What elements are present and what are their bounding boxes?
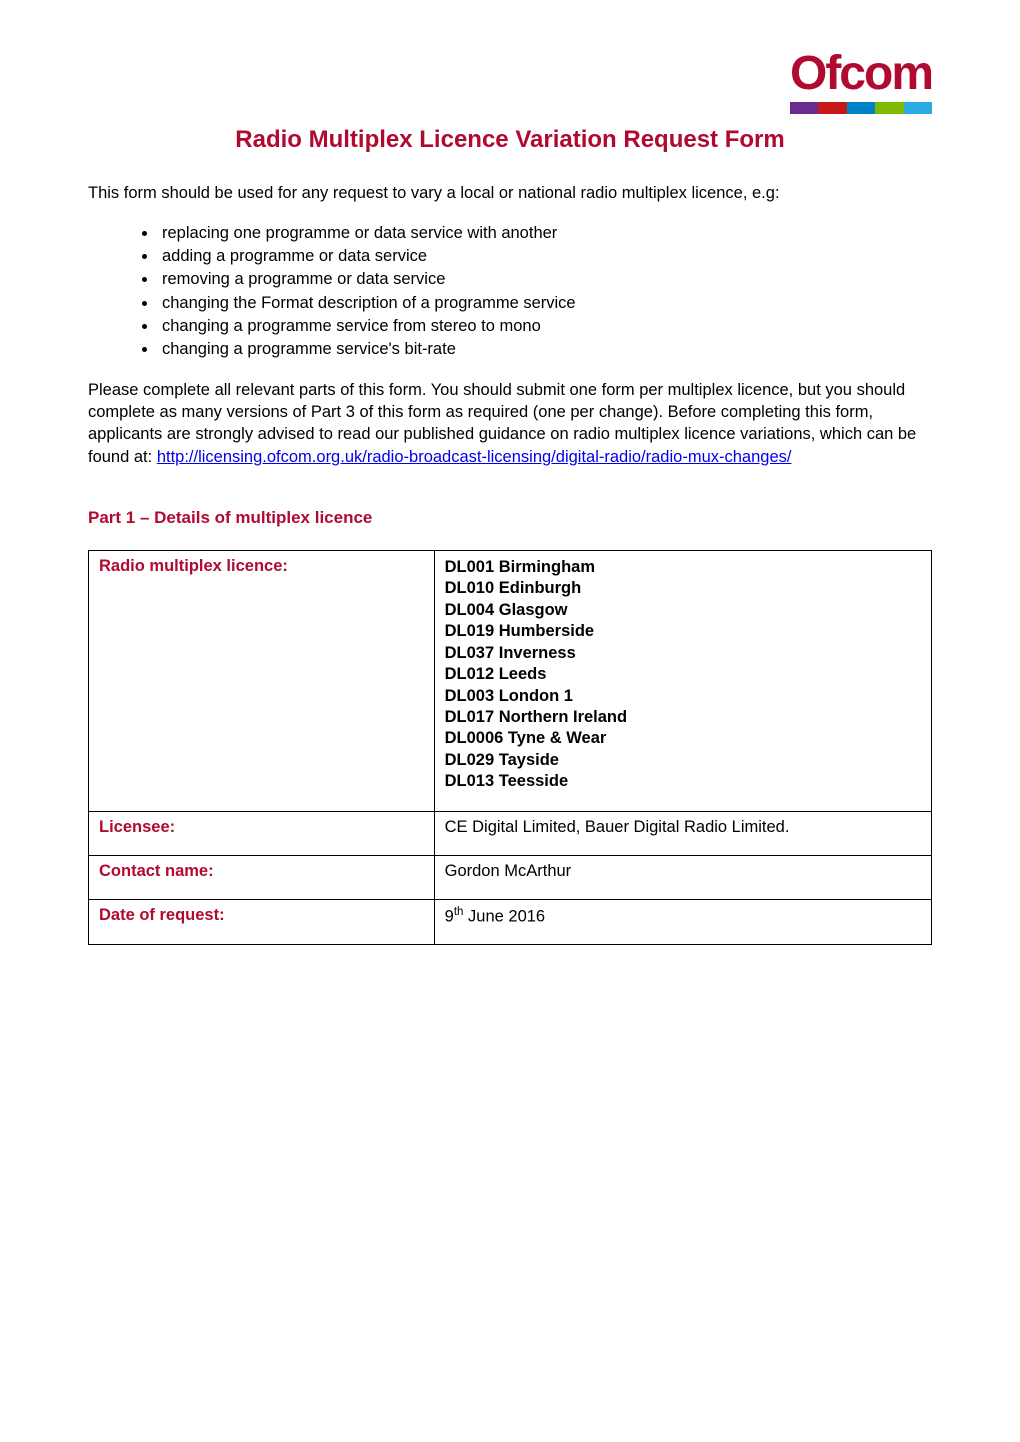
guidance-link[interactable]: http://licensing.ofcom.org.uk/radio-broa… (157, 448, 792, 466)
intro-paragraph: This form should be used for any request… (88, 182, 932, 204)
licence-item: DL012 Leeds (445, 664, 921, 685)
instructions-paragraph: Please complete all relevant parts of th… (88, 379, 932, 468)
table-row: Date of request: 9th June 2016 (89, 899, 932, 945)
list-item: changing a programme service from stereo… (158, 315, 932, 338)
list-item: adding a programme or data service (158, 245, 932, 268)
licence-item: DL0006 Tyne & Wear (445, 728, 921, 749)
row-value-licensee: CE Digital Limited, Bauer Digital Radio … (434, 811, 931, 855)
ofcom-logo-bar (847, 102, 875, 114)
part1-heading: Part 1 – Details of multiplex licence (88, 508, 932, 528)
page-container: Ofcom Radio Multiplex Licence Variation … (0, 0, 1020, 1005)
licence-item: DL019 Humberside (445, 621, 921, 642)
list-item: replacing one programme or data service … (158, 222, 932, 245)
row-label-licensee: Licensee: (89, 811, 435, 855)
ofcom-logo-bar (904, 102, 932, 114)
date-rest: June 2016 (463, 907, 545, 925)
list-item: removing a programme or data service (158, 268, 932, 291)
date-ordinal: th (454, 906, 464, 918)
licence-item: DL004 Glasgow (445, 600, 921, 621)
row-label-date: Date of request: (89, 899, 435, 945)
licence-item: DL013 Teesside (445, 771, 921, 792)
change-examples-list: replacing one programme or data service … (88, 222, 932, 361)
logo-wrapper: Ofcom (88, 50, 932, 114)
row-label-multiplex: Radio multiplex licence: (89, 550, 435, 811)
licence-item: DL017 Northern Ireland (445, 707, 921, 728)
table-row: Licensee: CE Digital Limited, Bauer Digi… (89, 811, 932, 855)
list-item: changing a programme service's bit-rate (158, 338, 932, 361)
licence-item: DL003 London 1 (445, 686, 921, 707)
ofcom-logo-bar (818, 102, 846, 114)
row-value-contact: Gordon McArthur (434, 855, 931, 899)
ofcom-logo-bar (790, 102, 818, 114)
list-item: changing the Format description of a pro… (158, 292, 932, 315)
licence-item: DL029 Tayside (445, 750, 921, 771)
row-value-date: 9th June 2016 (434, 899, 931, 945)
ofcom-logo: Ofcom (790, 50, 932, 114)
row-label-contact: Contact name: (89, 855, 435, 899)
licence-item: DL037 Inverness (445, 643, 921, 664)
table-row: Contact name: Gordon McArthur (89, 855, 932, 899)
row-value-multiplex: DL001 Birmingham DL010 Edinburgh DL004 G… (434, 550, 931, 811)
ofcom-logo-text: Ofcom (790, 50, 932, 98)
licence-list: DL001 Birmingham DL010 Edinburgh DL004 G… (445, 557, 921, 793)
form-title: Radio Multiplex Licence Variation Reques… (88, 126, 932, 154)
licence-item: DL001 Birmingham (445, 557, 921, 578)
details-table: Radio multiplex licence: DL001 Birmingha… (88, 550, 932, 945)
date-day: 9 (445, 907, 454, 925)
ofcom-logo-bar (875, 102, 903, 114)
table-row: Radio multiplex licence: DL001 Birmingha… (89, 550, 932, 811)
ofcom-logo-bars (790, 102, 932, 114)
licence-item: DL010 Edinburgh (445, 578, 921, 599)
